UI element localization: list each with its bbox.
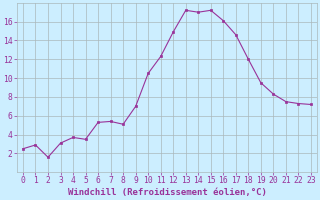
- X-axis label: Windchill (Refroidissement éolien,°C): Windchill (Refroidissement éolien,°C): [68, 188, 266, 197]
